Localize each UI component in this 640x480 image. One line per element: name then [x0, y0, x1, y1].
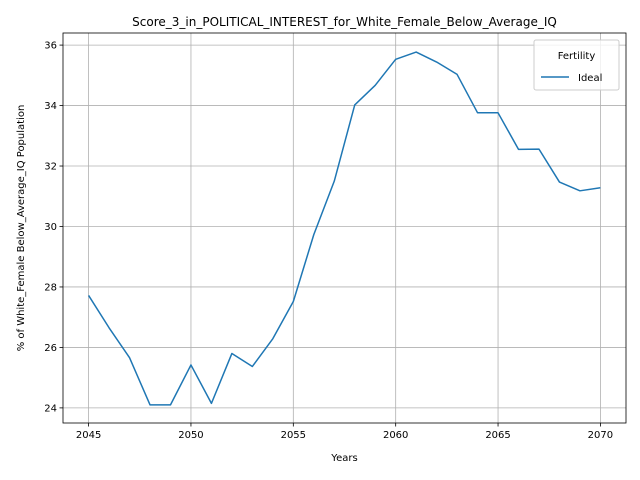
y-tick-label: 36 [44, 41, 57, 52]
x-tick-label: 2050 [178, 430, 203, 441]
x-tick-label: 2060 [383, 430, 408, 441]
legend-label-ideal: Ideal [578, 73, 602, 84]
y-tick-label: 24 [44, 403, 57, 414]
y-tick-label: 30 [44, 222, 57, 233]
chart-title: Score_3_in_POLITICAL_INTEREST_for_White_… [132, 15, 557, 29]
x-tick-label: 2055 [281, 430, 306, 441]
x-tick-label: 2065 [485, 430, 510, 441]
x-tick-label: 2070 [588, 430, 613, 441]
legend-title: Fertility [558, 51, 596, 62]
legend: Fertility Ideal [533, 39, 620, 91]
y-axis: 24 26 28 30 32 34 36 [44, 41, 63, 414]
y-tick-label: 34 [44, 101, 57, 112]
x-tick-label: 2045 [76, 430, 101, 441]
x-axis-label: Years [330, 453, 357, 464]
y-tick-label: 28 [44, 282, 57, 293]
legend-box [533, 39, 620, 91]
y-tick-label: 26 [44, 343, 57, 354]
y-axis-label: % of White_Female Below_Average_IQ Popul… [16, 105, 27, 352]
plot-area-frame [62, 32, 627, 424]
grid-lines [63, 33, 626, 423]
x-axis: 2045 2050 2055 2060 2065 2070 [76, 423, 613, 441]
y-tick-label: 32 [44, 162, 57, 173]
series-line-ideal [87, 51, 601, 406]
series-layer [87, 51, 601, 406]
